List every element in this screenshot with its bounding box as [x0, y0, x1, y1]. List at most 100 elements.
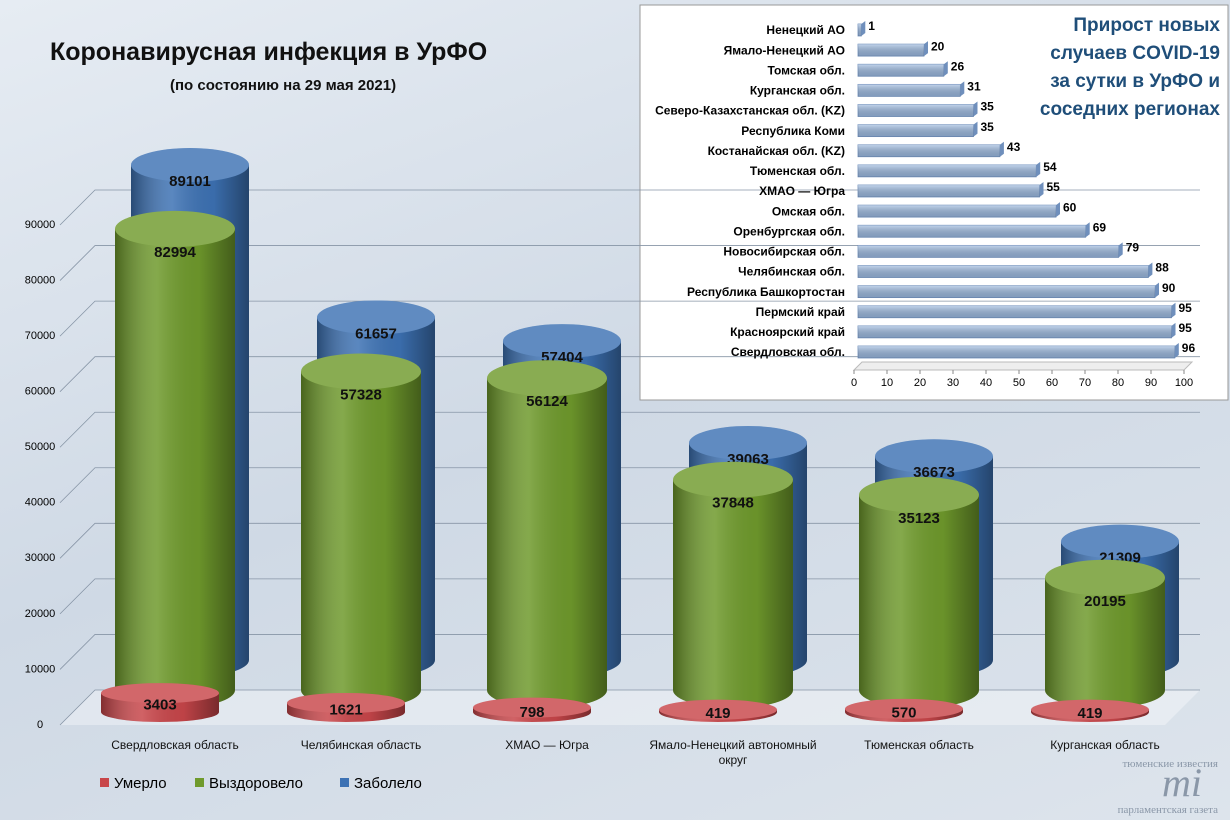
cylinder-top-light: [875, 439, 993, 474]
bar-shine: [858, 64, 944, 77]
cylinder: [101, 683, 219, 722]
y-tick-label: Красноярский край: [730, 325, 845, 339]
value-label: 56124: [526, 393, 568, 410]
cylinder-top: [301, 353, 421, 390]
bar: [857, 61, 948, 77]
bar: [857, 242, 1123, 258]
bar-shine: [858, 325, 1172, 338]
cylinder-top: [487, 360, 607, 397]
value-label: 88: [1155, 261, 1169, 275]
grid-line: [59, 467, 1200, 504]
x-tick-label: Курганская область: [1050, 738, 1160, 752]
cylinder-top-light: [301, 353, 421, 390]
grid-line: [59, 245, 1200, 281]
y-tick-label: Новосибирская обл.: [723, 245, 845, 259]
y-tick-label: 80000: [25, 274, 56, 286]
x-tick-label: 10: [881, 377, 893, 389]
x-tick-label: 50: [1013, 377, 1025, 389]
bar-shine: [858, 225, 1086, 238]
cylinder-top: [115, 210, 235, 247]
x-tick-label: 60: [1046, 377, 1058, 389]
cylinder-top-light: [473, 697, 591, 718]
cylinder-top-light: [659, 699, 777, 720]
y-tick-label: 70000: [25, 330, 56, 342]
x-tick-label: 100: [1175, 377, 1193, 389]
value-label: 35123: [898, 510, 940, 527]
cylinder-top: [1061, 524, 1179, 559]
bar: [857, 101, 978, 117]
bar-shine: [858, 265, 1149, 278]
cylinder-top-light: [115, 210, 235, 247]
chart-title: Коронавирусная инфекция в УрФО: [50, 38, 488, 66]
chart-subtitle: (по состоянию на 29 мая 2021): [170, 77, 397, 94]
grid-line: [59, 411, 1200, 448]
cylinder-top: [503, 324, 621, 359]
bar: [857, 343, 1179, 359]
cylinder-shade: [859, 494, 979, 708]
bar-side: [1155, 282, 1159, 298]
cylinder: [301, 353, 421, 708]
cylinder-top: [1045, 559, 1165, 596]
cylinder-top-light: [673, 461, 793, 498]
bar-shine: [858, 346, 1175, 358]
cylinder-top: [673, 461, 793, 498]
value-label: 31: [967, 80, 981, 94]
logo-mark: mi: [1162, 760, 1202, 805]
cylinder-top-light: [845, 698, 963, 719]
logo-top: тюменские известия: [1122, 758, 1218, 770]
bar: [857, 262, 1153, 278]
value-label: 37848: [712, 495, 754, 512]
legend-swatch: [340, 778, 349, 787]
cylinder-top-light: [1061, 524, 1179, 559]
inset-floor: [852, 361, 1194, 371]
value-label: 82994: [154, 244, 196, 261]
cylinder: [1045, 559, 1165, 708]
cylinder-top: [131, 147, 249, 182]
cylinder-top-light: [1045, 559, 1165, 596]
bar-side: [1085, 222, 1090, 238]
y-tick-label: Свердловская обл.: [731, 345, 845, 359]
x-tick-label: 0: [851, 377, 857, 389]
bar-side: [1174, 343, 1179, 358]
cylinder-top-light: [689, 425, 807, 460]
cylinder-top: [101, 683, 219, 704]
value-label: 798: [519, 704, 544, 721]
x-tick-label: Тюменская область: [864, 738, 974, 752]
bar: [857, 161, 1041, 178]
cylinder-top-light: [1031, 699, 1149, 720]
cylinder-shade: [115, 228, 235, 708]
bar-side: [1118, 242, 1123, 258]
bar-side: [924, 41, 928, 57]
cylinder-top-light: [287, 692, 405, 713]
value-label: 1621: [329, 701, 362, 718]
bar-shine: [858, 144, 1000, 157]
value-label: 35: [981, 120, 995, 134]
value-label: 89101: [169, 173, 211, 190]
cylinder: [287, 692, 405, 722]
cylinder: [473, 697, 591, 722]
x-tick-label: Свердловская область: [111, 738, 239, 752]
x-tick-label: 40: [980, 377, 992, 389]
y-tick-label: Ненецкий АО: [766, 23, 845, 37]
value-label: 35: [981, 100, 995, 114]
value-label: 54: [1043, 160, 1057, 174]
cylinder-top: [317, 300, 435, 335]
y-tick-label: Республика Коми: [741, 124, 845, 138]
y-tick-label: 60000: [25, 386, 56, 398]
bar-side: [943, 61, 948, 77]
cylinder: [115, 210, 235, 708]
bar-shine: [858, 24, 862, 36]
bar-side: [999, 141, 1004, 157]
y-tick-label: 10000: [25, 663, 56, 675]
bar-side: [1039, 182, 1044, 197]
cylinder-top-light: [317, 300, 435, 335]
legend-swatch: [195, 778, 204, 787]
value-label: 61657: [355, 325, 397, 342]
cylinder-top: [473, 697, 591, 718]
cylinder: [1031, 699, 1149, 722]
cylinder-top-light: [859, 476, 979, 513]
bar: [857, 41, 928, 57]
legend-label: Умерло: [114, 775, 167, 792]
bar-shine: [858, 245, 1119, 258]
bar: [857, 141, 1004, 158]
